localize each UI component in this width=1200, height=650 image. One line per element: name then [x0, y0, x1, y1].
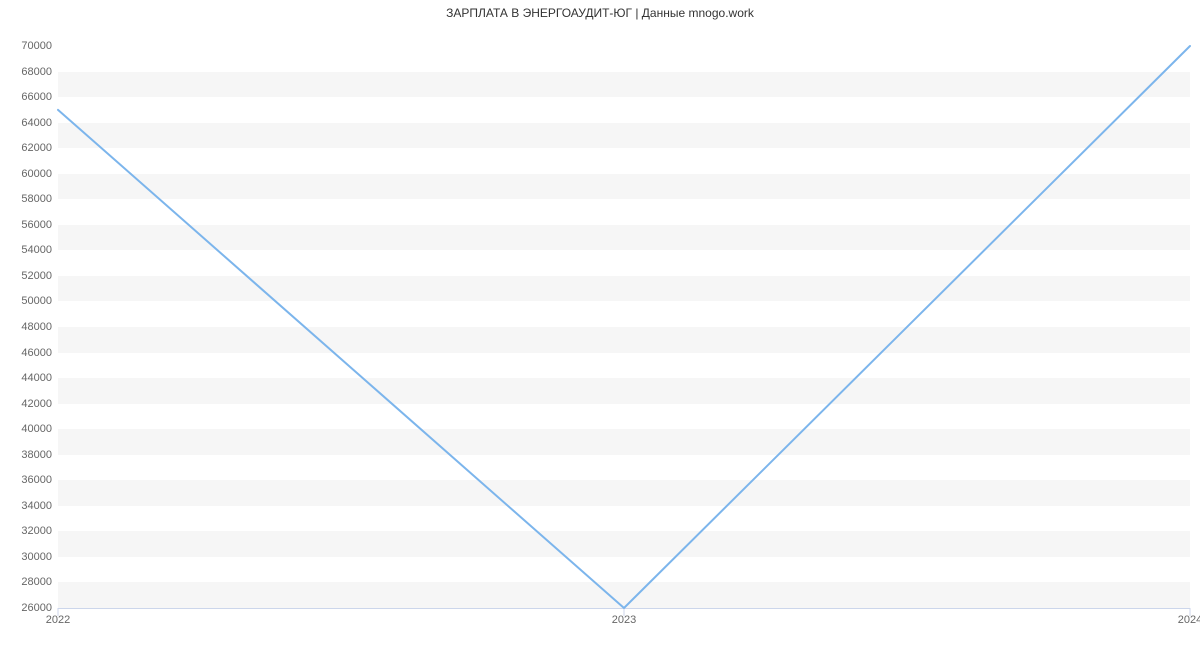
y-tick-label: 32000	[21, 525, 52, 537]
y-tick-label: 26000	[21, 602, 52, 614]
y-tick-label: 68000	[21, 66, 52, 78]
y-tick-label: 58000	[21, 193, 52, 205]
y-tick-label: 46000	[21, 347, 52, 359]
y-tick-label: 30000	[21, 551, 52, 563]
y-tick-label: 50000	[21, 295, 52, 307]
y-tick-label: 38000	[21, 449, 52, 461]
y-tick-label: 66000	[21, 91, 52, 103]
series-layer	[58, 46, 1190, 608]
y-tick-label: 42000	[21, 398, 52, 410]
y-tick-label: 34000	[21, 500, 52, 512]
y-tick-label: 56000	[21, 219, 52, 231]
y-tick-label: 70000	[21, 40, 52, 52]
y-tick-label: 54000	[21, 244, 52, 256]
y-tick-label: 48000	[21, 321, 52, 333]
y-tick-label: 62000	[21, 142, 52, 154]
y-tick-label: 36000	[21, 474, 52, 486]
chart-title: ЗАРПЛАТА В ЭНЕРГОАУДИТ-ЮГ | Данные mnogo…	[0, 6, 1200, 20]
y-tick-label: 28000	[21, 576, 52, 588]
y-tick-label: 52000	[21, 270, 52, 282]
y-tick-label: 44000	[21, 372, 52, 384]
plot-area: 2600028000300003200034000360003800040000…	[58, 46, 1190, 608]
x-tick-label: 2022	[46, 614, 70, 626]
x-tick-label: 2024	[1178, 614, 1200, 626]
y-tick-label: 40000	[21, 423, 52, 435]
y-tick-label: 64000	[21, 117, 52, 129]
x-tick-label: 2023	[612, 614, 636, 626]
series-line-salary	[58, 46, 1190, 608]
salary-line-chart: ЗАРПЛАТА В ЭНЕРГОАУДИТ-ЮГ | Данные mnogo…	[0, 0, 1200, 650]
y-tick-label: 60000	[21, 168, 52, 180]
